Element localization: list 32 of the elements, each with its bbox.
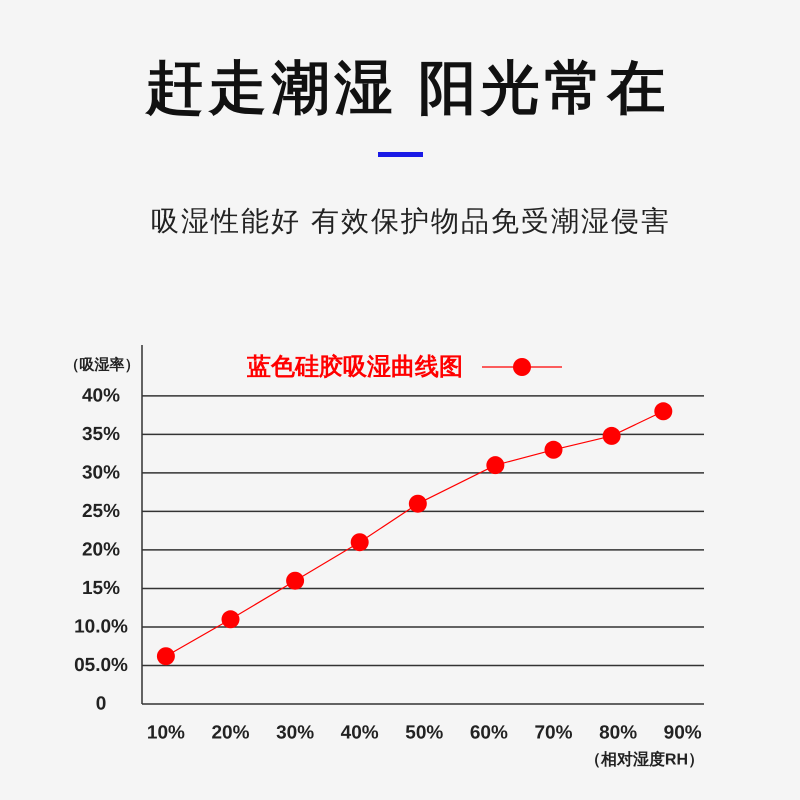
x-tick-label: 20% (211, 722, 250, 744)
point (602, 426, 621, 445)
y-tick-label: 40% (82, 385, 120, 406)
x-tick-label: 90% (664, 722, 702, 744)
y-tick-label: 35% (82, 424, 120, 445)
y-tick-label: 05.0% (74, 654, 128, 676)
y-tick-label: 30% (82, 462, 120, 484)
y-tick-label: 15% (82, 578, 120, 599)
x-tick-label: 40% (340, 722, 379, 744)
y-tick-label: 0 (96, 694, 106, 714)
y-tick-label: 25% (82, 500, 120, 522)
legend-label: 蓝色硅胶吸湿曲线图 (246, 354, 463, 380)
point (486, 456, 504, 474)
x-tick-label: 30% (276, 722, 314, 744)
point (286, 572, 304, 590)
chart-title: 赶走潮湿 阳光常在 (144, 56, 671, 120)
x-tick-label: 50% (405, 722, 444, 744)
point (408, 494, 427, 513)
point (222, 610, 240, 628)
x-tick-label: 70% (534, 722, 573, 744)
x-tick-label: 10% (146, 722, 186, 744)
x-tick-label: 80% (599, 722, 638, 744)
point (350, 533, 369, 552)
y-axis-title: （吸湿率） (64, 356, 140, 374)
y-tick-label: 10.0% (74, 616, 128, 638)
x-axis-title: （相对湿度RH） (584, 750, 704, 768)
x-tick-label: 60% (470, 722, 508, 744)
y-tick-label: 20% (82, 539, 120, 560)
chart-subtitle: 吸湿性能好 有效保护物品免受潮湿侵害 (151, 206, 671, 236)
point (654, 402, 672, 420)
point (156, 647, 175, 666)
point (544, 440, 562, 459)
